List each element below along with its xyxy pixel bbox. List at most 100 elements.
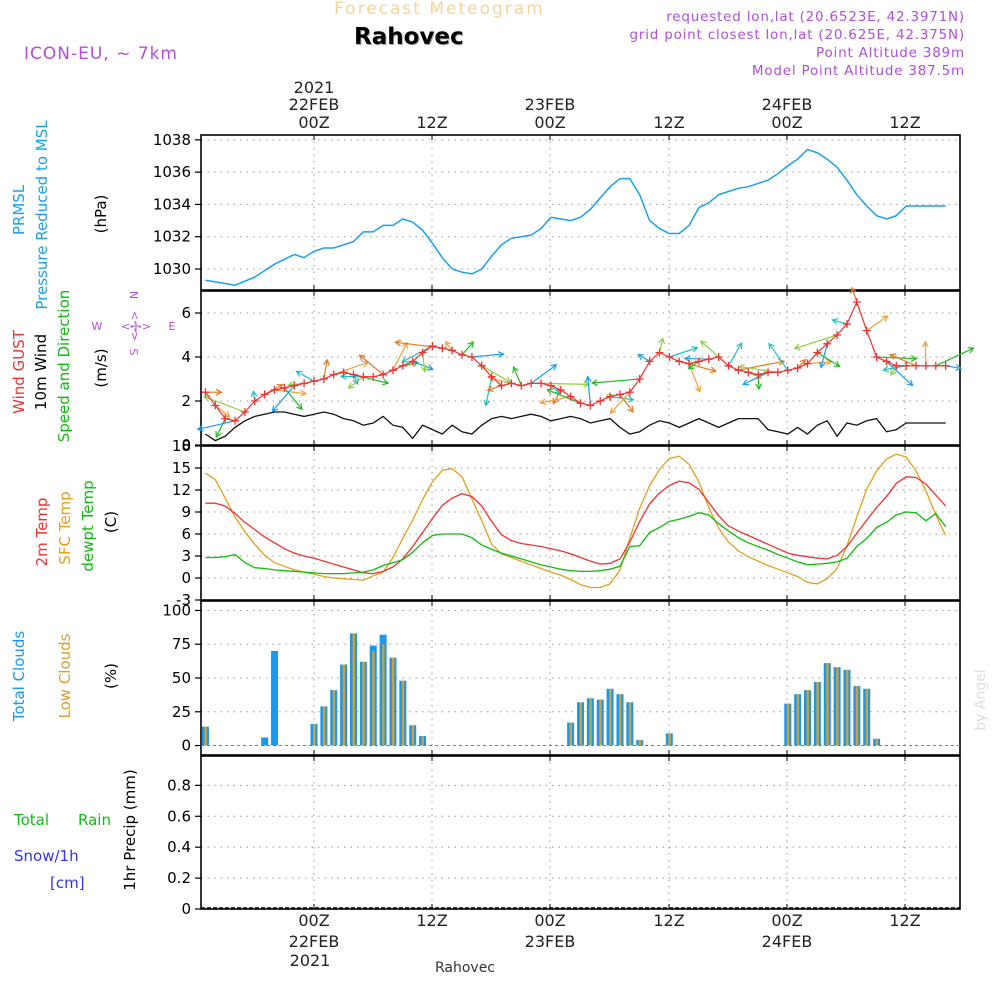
- wind-gust-marker: [240, 408, 249, 416]
- y-tick-label: 1038: [153, 131, 191, 149]
- wind-arrow-head: [699, 340, 707, 347]
- compass-w: W: [92, 320, 103, 333]
- low-cloud-bar: [579, 702, 582, 746]
- wind-gust-marker: [458, 350, 467, 359]
- wind-gust-marker: [359, 372, 368, 381]
- wind-arrow-head: [358, 354, 366, 361]
- wind-direction-arrow: [214, 404, 231, 418]
- wind-arrow-head: [882, 365, 890, 373]
- wind-direction-arrow: [471, 353, 504, 358]
- percent-unit-label: (%): [102, 663, 120, 689]
- wind-arrow-head: [736, 342, 743, 350]
- wind-direction-arrow: [461, 341, 474, 356]
- location-title: Rahovec: [354, 24, 464, 50]
- wind-direction-arrow: [412, 360, 434, 370]
- low-cloud-bar: [875, 738, 878, 746]
- wind-direction-arrow: [794, 334, 838, 350]
- wind-direction-arrow: [481, 365, 511, 383]
- panel-wind: 0 2 4 6: [181, 286, 975, 454]
- wind-gust-marker: [467, 353, 476, 361]
- low-cloud-bar: [382, 644, 385, 746]
- wind-gust-marker: [487, 372, 496, 381]
- wind-gust-marker: [882, 357, 891, 366]
- panel-clouds: 0 25 50 75 100: [162, 600, 961, 756]
- low-cloud-bar: [668, 733, 671, 746]
- wind-arrow-head: [497, 351, 505, 358]
- top-date-24feb: 24FEB: [762, 95, 813, 114]
- total-cloud-bar: [261, 737, 269, 746]
- y-tick-label: 1032: [153, 228, 191, 246]
- prmsl-desc-label: Pressure Reduced to MSL: [33, 120, 51, 310]
- wind-direction-arrow: [866, 315, 889, 332]
- low-cloud-bar: [391, 657, 395, 746]
- wind-direction-arrow: [728, 342, 743, 367]
- wind-gust-marker: [586, 401, 595, 410]
- wind-arrow-head: [609, 407, 617, 415]
- wind-gust-marker: [734, 366, 743, 375]
- wind-gust-marker: [714, 353, 723, 361]
- wind-arrow-head: [352, 377, 359, 386]
- y-tick-label: 3: [181, 547, 191, 565]
- low-cloud-bar: [618, 694, 622, 746]
- bottom-year: 2021: [290, 951, 331, 970]
- wind-arrow-head: [323, 358, 330, 366]
- compass-s: S: [128, 348, 141, 355]
- wind-direction-arrow: [768, 343, 789, 371]
- wind-arrow-head: [768, 342, 775, 350]
- top-year: 2021: [294, 78, 335, 97]
- bottom-date-22feb: 22FEB: [289, 932, 340, 951]
- wind-gust-marker: [921, 361, 930, 370]
- wind-direction-arrow: [487, 385, 502, 391]
- rain-total-label: Total: [13, 811, 49, 829]
- temp-dewpt-label: dewpt Temp: [79, 480, 97, 571]
- compass-horiz: <-|->: [121, 320, 151, 333]
- wind-direction-arrow: [395, 341, 443, 349]
- wind-arrow-head: [793, 343, 801, 351]
- compass-e: E: [169, 320, 176, 333]
- hpa-unit-label: (hPa): [92, 195, 110, 234]
- wind-direction-arrow: [444, 341, 453, 351]
- wind-direction-arrow: [851, 287, 858, 303]
- chart-panels: 103010321034103610380246-303691215180255…: [153, 131, 975, 918]
- top-hour-5: 00Z: [771, 113, 802, 132]
- wind-arrow-head: [271, 405, 279, 413]
- wind-gust-marker: [201, 388, 210, 397]
- y-tick-label: -3: [176, 591, 191, 609]
- low-cloud-bar: [836, 667, 839, 746]
- wind-arrow-head: [401, 356, 409, 363]
- wind-arrow-head: [444, 340, 452, 348]
- wind-arrow-head: [967, 347, 975, 354]
- wind-10m-line: [205, 411, 946, 442]
- wind-gust-marker: [803, 359, 812, 368]
- prmsl-label: PRMSL: [10, 184, 28, 235]
- wind-gust-marker: [369, 372, 378, 381]
- wind-direction-arrow: [348, 376, 364, 389]
- wind-arrow-head: [539, 398, 547, 406]
- wind-arrow-head: [300, 389, 308, 397]
- bottom-hour-6: 12Z: [889, 911, 920, 930]
- wind-gust-marker: [596, 397, 605, 405]
- temp-2m-line: [205, 476, 947, 575]
- wind-arrow-head: [486, 385, 494, 392]
- wind-direction-arrow: [886, 360, 914, 386]
- wind-gust-marker: [448, 346, 457, 355]
- temp-2m-label: 2m Temp: [33, 498, 51, 567]
- wind-gust-marker: [862, 326, 871, 335]
- wind-direction-arrow: [610, 391, 631, 414]
- wind-direction-arrow: [274, 389, 307, 395]
- wind-arrow-head: [889, 353, 897, 360]
- wind-direction-arrow: [215, 418, 226, 438]
- wind-arrow-head: [850, 286, 857, 294]
- top-date-22feb: 22FEB: [289, 95, 340, 114]
- wind-gust-marker: [260, 390, 269, 399]
- wind-gust-marker: [280, 383, 289, 392]
- wind-gust-marker: [537, 379, 546, 388]
- wind-arrow-head: [215, 431, 222, 439]
- wind-arrow-head: [818, 361, 826, 369]
- wind-gust-marker: [349, 370, 358, 379]
- wind-arrow-head: [691, 346, 699, 353]
- wind-gust-marker: [388, 366, 397, 375]
- wind-gust-marker: [912, 361, 921, 370]
- wind-direction-arrow: [738, 360, 785, 371]
